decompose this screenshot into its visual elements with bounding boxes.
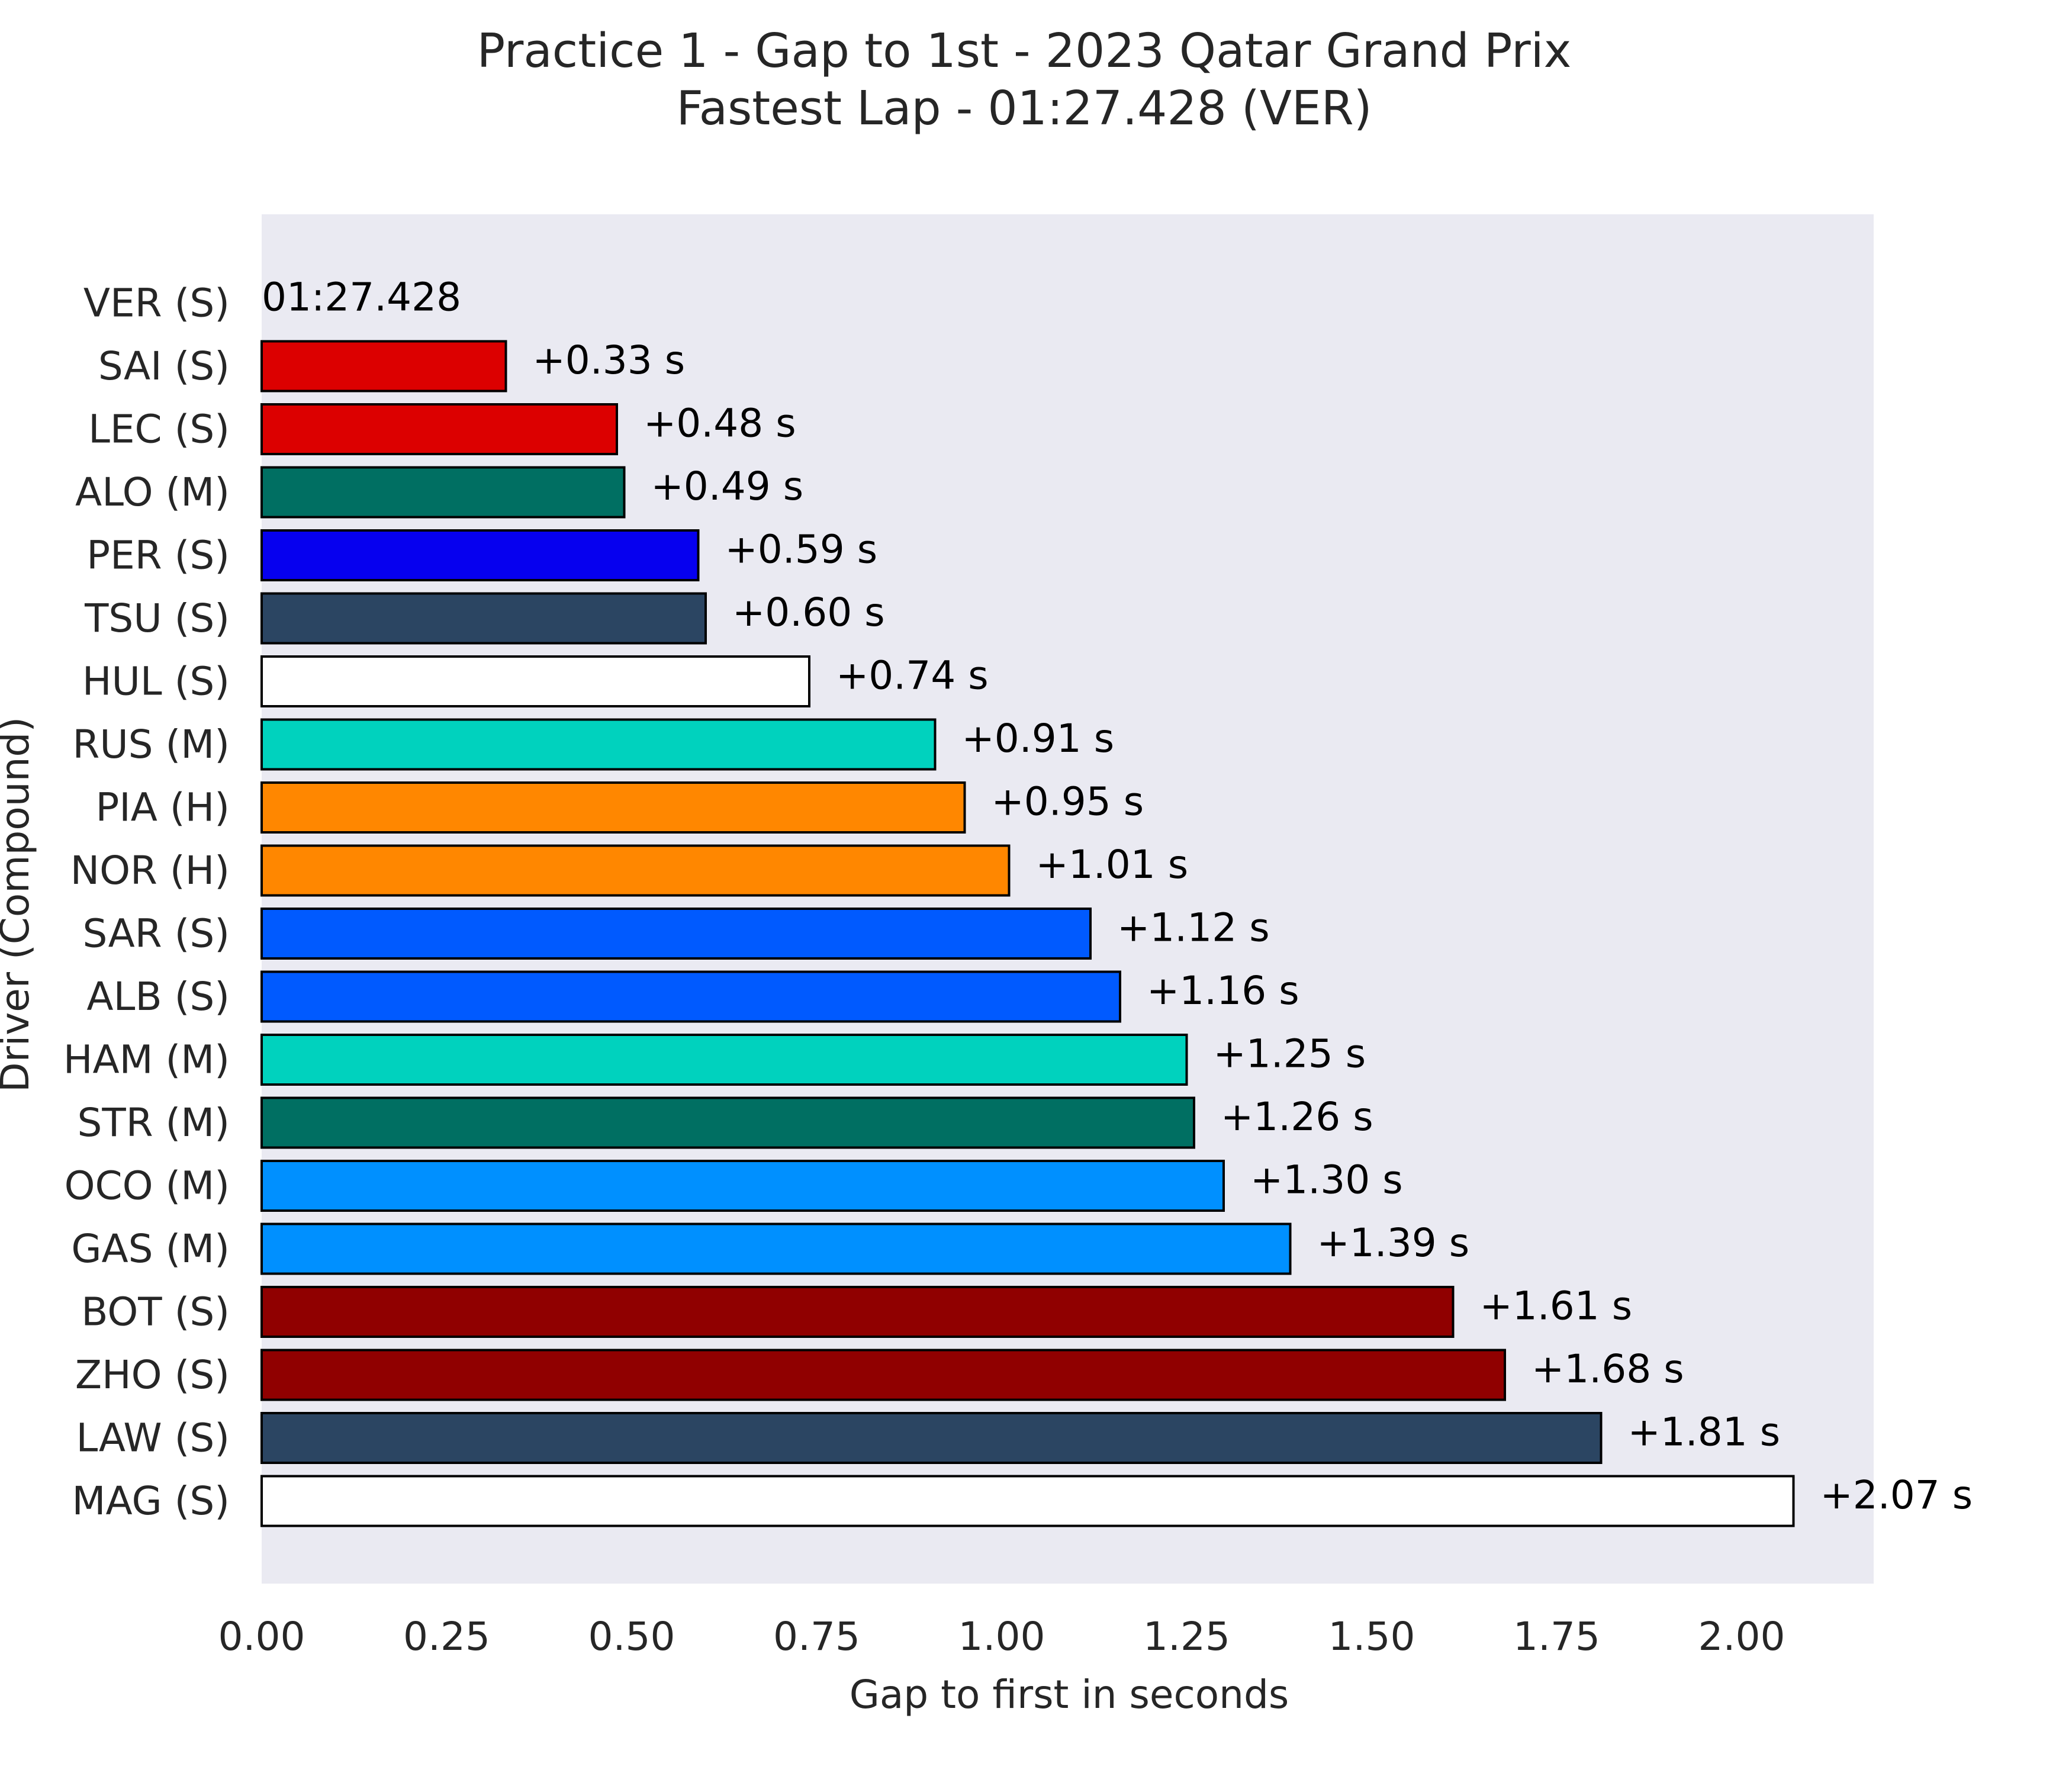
data-label-str: +1.26 s [1221,1094,1373,1140]
y-tick-label-alb: ALB (S) [86,974,230,1019]
bar-sar [260,908,1092,960]
x-tick-label: 0.00 [218,1614,305,1659]
y-axis-label: Driver (Compound) [0,717,38,1092]
y-tick-label-pia: PIA (H) [95,785,230,831]
y-tick-label-oco: OCO (M) [65,1163,230,1209]
x-tick-label: 1.25 [1143,1614,1230,1659]
bar-pia [260,781,966,834]
data-label-hul: +0.74 s [836,653,989,699]
y-tick-label-sar: SAR (S) [83,911,230,957]
x-tick-label: 1.00 [958,1614,1045,1659]
data-label-zho: +1.68 s [1532,1346,1684,1392]
data-label-sai: +0.33 s [533,337,686,383]
bar-lec [260,403,618,455]
data-label-ver: 01:27.428 [262,275,461,320]
y-tick-label-zho: ZHO (S) [75,1352,230,1398]
bar-bot [260,1286,1455,1338]
y-tick-label-alo: ALO (M) [75,469,230,515]
data-label-nor: +1.01 s [1036,842,1189,887]
bar-hul [260,655,810,707]
data-label-alo: +0.49 s [651,464,804,509]
x-tick-labels: 0.00 0.25 0.50 0.75 1.00 1.25 1.50 1.75 2.00 [218,1614,1785,1659]
y-tick-label-per: PER (S) [86,533,230,578]
y-tick-labels: VER (S) SAI (S) LEC (S) ALO (M) PER (S) TSU (… [63,281,230,1524]
data-label-per: +0.59 s [725,527,878,572]
bar-rus [260,718,937,771]
y-tick-label-gas: GAS (M) [71,1226,230,1272]
x-tick-label: 0.25 [403,1614,490,1659]
data-label-rus: +0.91 s [962,716,1115,761]
y-tick-label-hul: HUL (S) [82,659,230,704]
y-tick-label-lec: LEC (S) [88,407,230,452]
data-label-oco: +1.30 s [1250,1157,1403,1203]
bar-sai [260,340,507,392]
data-label-gas: +1.39 s [1317,1220,1470,1266]
data-label-ham: +1.25 s [1214,1031,1366,1077]
x-tick-label: 1.50 [1328,1614,1415,1659]
y-tick-label-rus: RUS (M) [73,722,230,767]
y-tick-label-mag: MAG (S) [72,1478,230,1524]
data-label-tsu: +0.60 s [732,590,885,635]
data-labels: 01:27.428 +0.33 s +0.48 s +0.49 s +0.59 s +0.… [262,275,1973,1518]
bar-ham [260,1034,1188,1086]
chart-title: Practice 1 - Gap to 1st - 2023 Qatar Gra… [477,24,1572,78]
y-tick-label-law: LAW (S) [76,1415,230,1461]
data-label-sar: +1.12 s [1117,905,1270,951]
x-tick-label: 0.75 [773,1614,860,1659]
y-tick-label-str: STR (M) [78,1100,230,1146]
data-label-pia: +0.95 s [992,779,1144,825]
bar-alb [260,970,1121,1023]
y-tick-label-bot: BOT (S) [81,1289,230,1335]
bar-gas [260,1222,1292,1275]
y-tick-label-tsu: TSU (S) [84,596,230,641]
y-tick-label-ham: HAM (M) [63,1037,230,1083]
bar-oco [260,1160,1225,1212]
x-tick-label: 2.00 [1698,1614,1785,1659]
bar-per [260,529,700,581]
chart-subtitle: Fastest Lap - 01:27.428 (VER) [676,81,1372,136]
data-label-bot: +1.61 s [1480,1283,1633,1329]
bar-nor [260,844,1011,897]
bar-str [260,1096,1195,1149]
y-tick-label-sai: SAI (S) [98,343,230,389]
data-label-lec: +0.48 s [644,401,796,446]
y-tick-label-ver: VER (S) [83,281,230,326]
data-label-mag: +2.07 s [1820,1472,1973,1518]
bar-zho [260,1349,1506,1401]
bar-alo [260,466,626,519]
x-tick-label: 1.75 [1513,1614,1600,1659]
bar-law [260,1412,1603,1464]
x-axis-label: Gap to first in seconds [850,1672,1289,1717]
data-label-law: +1.81 s [1628,1410,1781,1455]
data-label-alb: +1.16 s [1147,968,1299,1014]
x-tick-label: 0.50 [588,1614,675,1659]
bar-tsu [260,592,707,645]
y-tick-label-nor: NOR (H) [70,848,230,893]
bars-layer [260,340,1795,1527]
bar-mag [260,1475,1795,1527]
